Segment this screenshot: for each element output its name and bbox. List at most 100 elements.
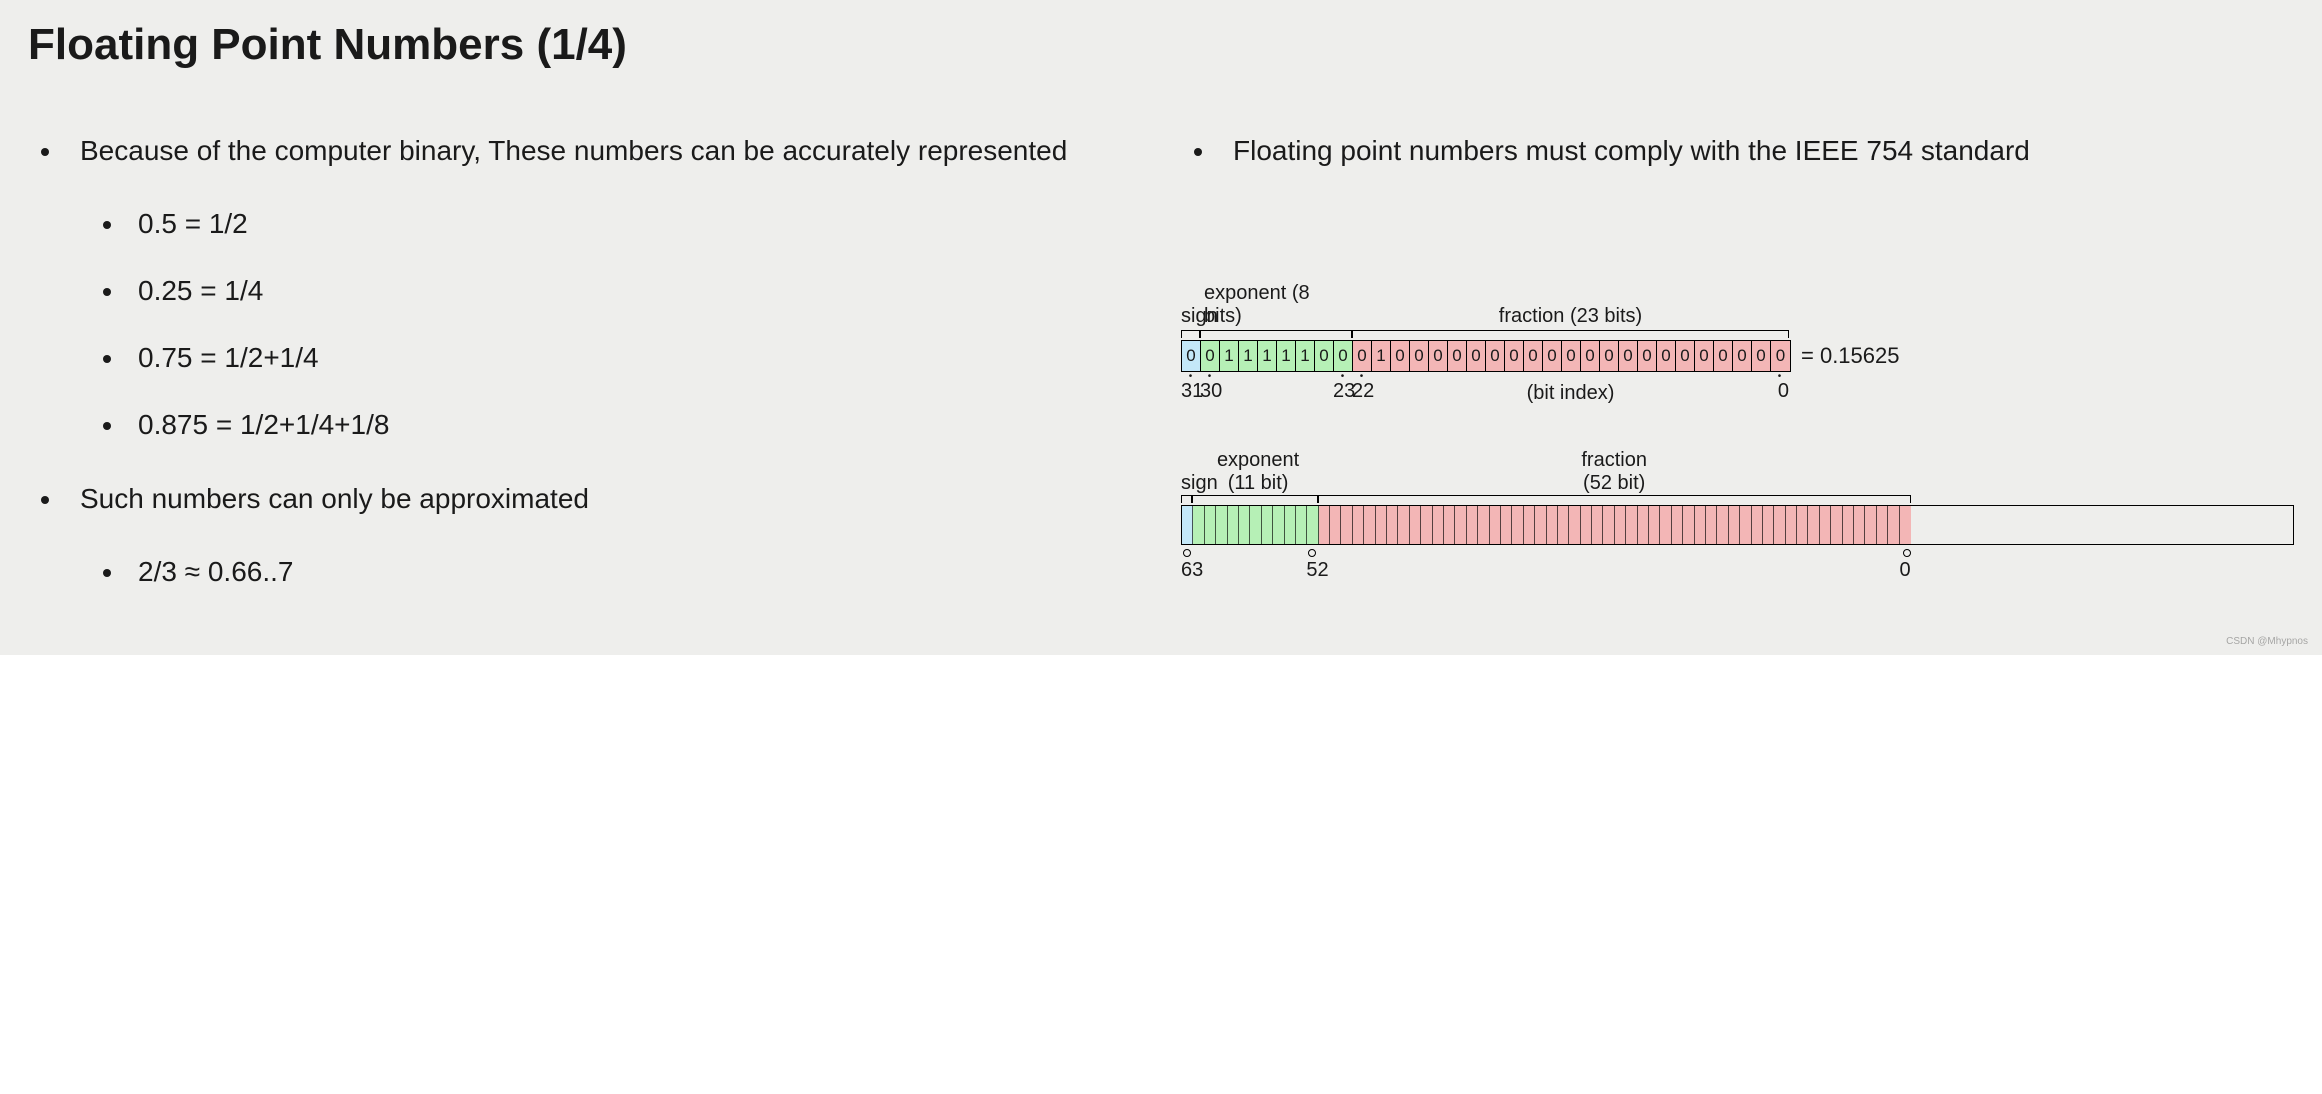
bit-cell: 0 xyxy=(1201,341,1220,371)
bit-index-label: 30 xyxy=(1200,380,1219,403)
bit-cell xyxy=(1808,506,1819,544)
bit-cell xyxy=(1603,506,1614,544)
ring-marker xyxy=(1903,549,1911,557)
bit-cell: 1 xyxy=(1220,341,1239,371)
bit-cell xyxy=(1467,506,1478,544)
float64-sign-label: sign xyxy=(1181,472,1198,495)
float32-diagram: signexponent (8 bits)fraction (23 bits) … xyxy=(1181,282,2294,405)
bit-cell xyxy=(1193,506,1204,544)
bit-cell: 0 xyxy=(1752,341,1771,371)
left-bullet-2-text: Such numbers can only be approximated xyxy=(80,483,589,514)
bit-cell xyxy=(1501,506,1512,544)
bit-cell: 0 xyxy=(1676,341,1695,371)
sub-item: 2/3 ≈ 0.66..7 xyxy=(126,538,1141,605)
bit-cell: 0 xyxy=(1771,341,1790,371)
bit-index-label: 22 xyxy=(1352,380,1371,403)
bit-cell: 0 xyxy=(1695,341,1714,371)
bit-cell xyxy=(1205,506,1216,544)
bit-cell xyxy=(1626,506,1637,544)
bit-cell xyxy=(1296,506,1307,544)
bit-cell xyxy=(1250,506,1261,544)
bit-cell xyxy=(1900,506,1911,544)
bit-cell xyxy=(1341,506,1352,544)
bit-cell xyxy=(1854,506,1865,544)
bit-cell xyxy=(1410,506,1421,544)
bit-cell xyxy=(1512,506,1523,544)
bit-cell xyxy=(1307,506,1318,544)
ring-marker xyxy=(1183,549,1191,557)
bit-index-label: 52 xyxy=(1306,559,1327,582)
bit-cell xyxy=(1558,506,1569,544)
bit-cell: 0 xyxy=(1714,341,1733,371)
left-sub-1: 0.5 = 1/2 0.25 = 1/4 0.75 = 1/2+1/4 0.87… xyxy=(80,190,1141,459)
float64-frac-label: fraction(52 bit) xyxy=(1318,449,1911,495)
bit-cell: 1 xyxy=(1239,341,1258,371)
bit-cell xyxy=(1660,506,1671,544)
bit-cell xyxy=(1330,506,1341,544)
bit-cell xyxy=(1182,506,1193,544)
bit-cell xyxy=(1535,506,1546,544)
bit-cell xyxy=(1752,506,1763,544)
right-column: Floating point numbers must comply with … xyxy=(1181,120,2294,615)
sub-item: 0.75 = 1/2+1/4 xyxy=(126,324,1141,391)
bit-cell: 0 xyxy=(1429,341,1448,371)
bit-cell xyxy=(1683,506,1694,544)
bit-cell xyxy=(1262,506,1273,544)
bit-cell: 0 xyxy=(1600,341,1619,371)
bit-cell xyxy=(1228,506,1239,544)
slide-title: Floating Point Numbers (1/4) xyxy=(28,20,2294,70)
bit-cell xyxy=(1877,506,1888,544)
bit-cell xyxy=(1820,506,1831,544)
bit-cell: 0 xyxy=(1467,341,1486,371)
bit-index-label: 63 xyxy=(1181,559,1306,582)
bit-cell: 1 xyxy=(1296,341,1315,371)
sub-item: 0.5 = 1/2 xyxy=(126,190,1141,257)
bit-cell xyxy=(1353,506,1364,544)
left-bullet-2: Such numbers can only be approximated 2/… xyxy=(64,468,1141,605)
bit-cell xyxy=(1421,506,1432,544)
float64-diagram: signexponent(11 bit)fraction(52 bit) 635… xyxy=(1181,449,2294,582)
bit-cell xyxy=(1547,506,1558,544)
bit-cell xyxy=(1843,506,1854,544)
bit-cell xyxy=(1455,506,1466,544)
bit-index-label: 31 xyxy=(1181,380,1200,403)
bit-cell: 0 xyxy=(1581,341,1600,371)
bit-cell: 0 xyxy=(1524,341,1543,371)
bit-cell xyxy=(1717,506,1728,544)
bit-cell xyxy=(1273,506,1284,544)
bit-cell: 0 xyxy=(1410,341,1429,371)
bit-cell xyxy=(1592,506,1603,544)
bit-cell xyxy=(1364,506,1375,544)
bit-index-label: 23 xyxy=(1333,380,1352,403)
right-bullet-1: Floating point numbers must comply with … xyxy=(1217,120,2294,182)
bit-cell xyxy=(1706,506,1717,544)
bit-cell: 1 xyxy=(1277,341,1296,371)
columns: Because of the computer binary, These nu… xyxy=(28,120,2294,615)
bit-cell xyxy=(1695,506,1706,544)
bit-cell xyxy=(1831,506,1842,544)
sub-item: 0.25 = 1/4 xyxy=(126,257,1141,324)
ring-marker xyxy=(1308,549,1316,557)
bit-cell xyxy=(1888,506,1899,544)
bit-cell xyxy=(1319,506,1330,544)
left-column: Because of the computer binary, These nu… xyxy=(28,120,1141,615)
watermark: CSDN @Mhypnos xyxy=(2226,636,2308,647)
bit-cell: 0 xyxy=(1562,341,1581,371)
bit-index-label: 0 xyxy=(1328,559,1911,582)
bit-cell xyxy=(1763,506,1774,544)
bit-cell: 0 xyxy=(1486,341,1505,371)
bit-cell xyxy=(1239,506,1250,544)
bit-cell xyxy=(1797,506,1808,544)
bit-cell: 0 xyxy=(1334,341,1353,371)
bit-index-label: 0 xyxy=(1770,380,1789,403)
bit-cell xyxy=(1524,506,1535,544)
bit-cell xyxy=(1615,506,1626,544)
bit-cell: 0 xyxy=(1448,341,1467,371)
float32-frac-label: fraction (23 bits) xyxy=(1352,305,1789,328)
bit-cell xyxy=(1865,506,1876,544)
bit-cell xyxy=(1216,506,1227,544)
left-bullet-1-text: Because of the computer binary, These nu… xyxy=(80,135,1067,166)
bit-cell: 0 xyxy=(1315,341,1334,371)
bit-cell xyxy=(1638,506,1649,544)
bit-cell: 0 xyxy=(1657,341,1676,371)
